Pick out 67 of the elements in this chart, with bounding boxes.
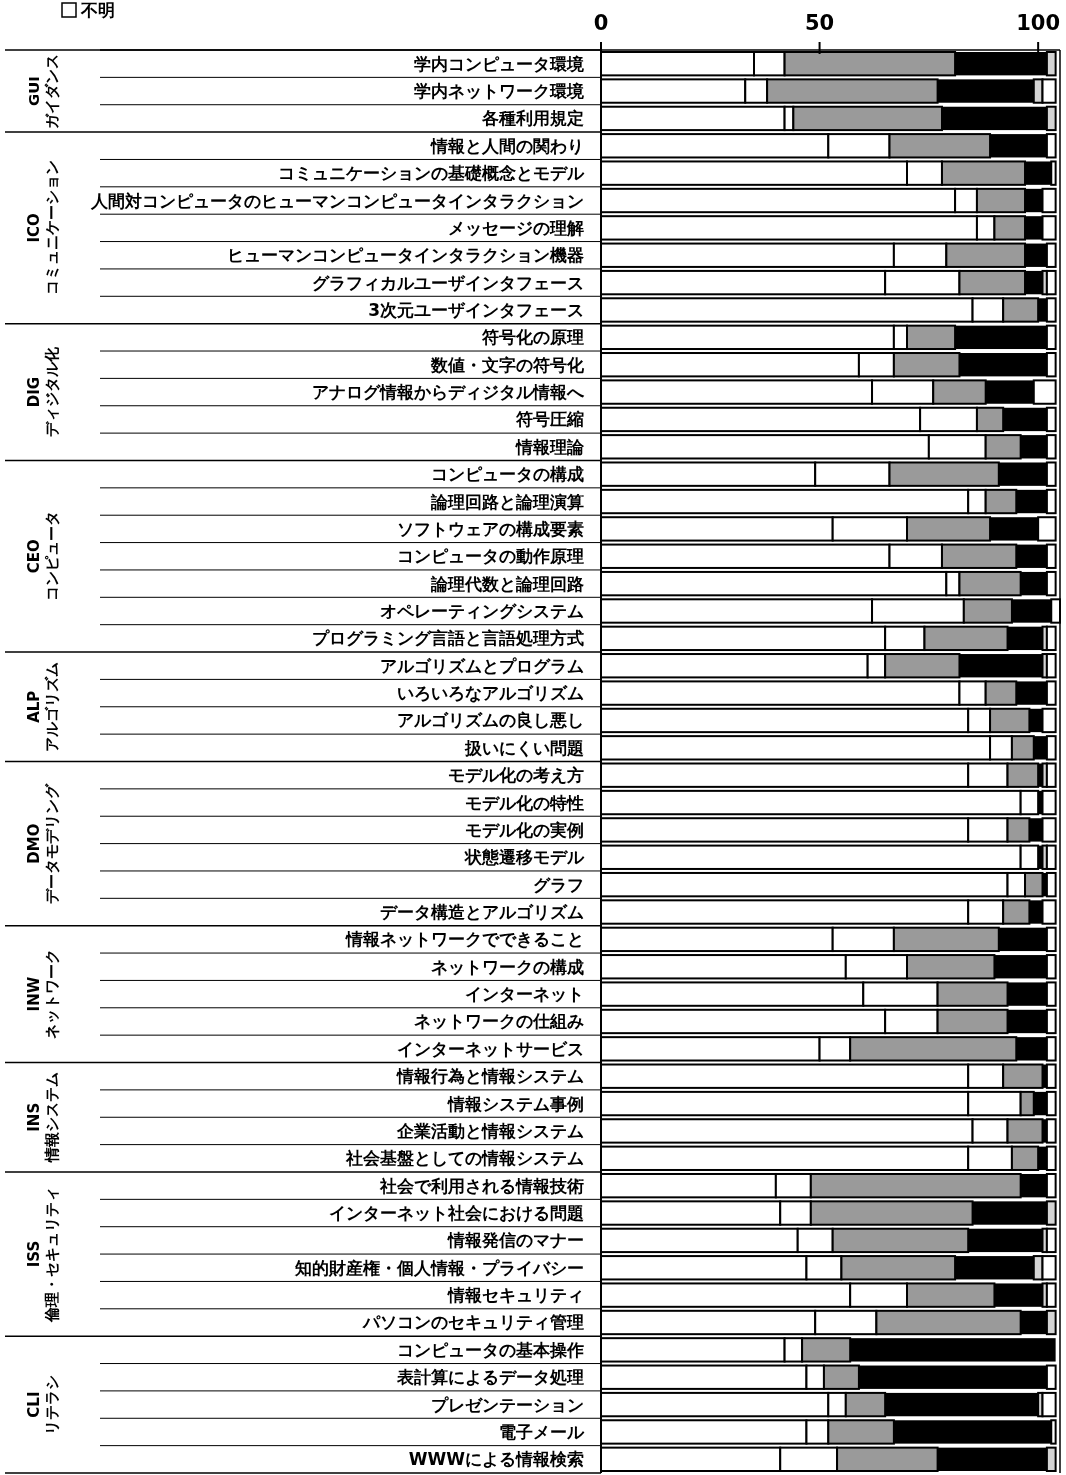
y-tick-label: コンピュータの基本操作 (397, 1339, 584, 1360)
y-tick-label: WWWによる情報検索 (408, 1449, 584, 1470)
y-tick-label: モデル化の実例 (465, 819, 584, 840)
y-tick-label: アルゴリズムとプログラム (380, 655, 584, 676)
text: CLI リテラシ (25, 1374, 61, 1435)
y-tick-label: 人間対コンピュータのヒューマンコンピュータインタラクション (90, 190, 584, 211)
y-tick-label: ソフトウェアの構成要素 (397, 518, 584, 539)
y-tick-label: モデル化の考え方 (448, 765, 584, 786)
legend: 不明 (61, 0, 115, 20)
y-tick-label: 情報行為と情報システム (396, 1066, 584, 1087)
y-tick-label: モデル化の特性 (465, 792, 584, 813)
y-tick-label: データ構造とアルゴリズム (380, 902, 584, 923)
y-tick-label: いろいろなアルゴリズム (397, 683, 584, 704)
x-tick-label: 0 (593, 11, 609, 35)
y-tick-label: 論理代数と論理回路 (430, 573, 584, 594)
y-tick-label: 扱いにくい問題 (464, 737, 584, 758)
y-tick-label: 情報と人間の関わり (430, 135, 584, 156)
y-tick-label: 符号化の原理 (481, 327, 584, 348)
y-tick-label: 企業活動と情報システム (396, 1120, 584, 1141)
y-tick-label: コンピュータの動作原理 (397, 546, 584, 567)
y-tick-label: コミュニケーションの基礎概念とモデル (278, 163, 585, 184)
y-tick-label: 学内ネットワーク環境 (414, 81, 584, 102)
y-tick-label: グラフ (533, 874, 584, 895)
text: ALP アルゴリズム (25, 661, 61, 752)
text: GUI ガイダンス (25, 53, 60, 129)
y-tick-label: プレゼンテーション (431, 1394, 584, 1415)
y-tick-label: グラフィカルユーザインタフェース (312, 272, 584, 293)
y-tick-label: 情報セキュリティ (447, 1285, 584, 1306)
y-tick-label: 情報システム事例 (447, 1093, 584, 1114)
y-tick-label: ヒューマンコンピュータインタラクション機器 (227, 245, 584, 266)
y-tick-label: 論理回路と論理演算 (430, 491, 584, 512)
y-tick-label: オペレーティングシステム (380, 600, 584, 621)
y-tick-label: 電子メール (499, 1421, 585, 1442)
x-tick-label: 100 (1016, 11, 1061, 35)
y-tick-label: 知的財産権・個人情報・プライバシー (294, 1257, 584, 1278)
y-tick-label: 社会で利用される情報技術 (379, 1175, 584, 1196)
y-tick-label: 情報理論 (515, 436, 585, 457)
y-tick-label: ネットワークの構成 (431, 956, 584, 977)
y-tick-label: 情報発信のマナー (447, 1230, 584, 1251)
y-tick-label: 数値・文字の符号化 (430, 354, 585, 375)
y-tick-label: メッセージの理解 (448, 217, 584, 238)
y-tick-label: インターネット社会における問題 (329, 1203, 584, 1224)
legend-label: 不明 (80, 0, 115, 20)
y-tick-label: 3次元ユーザインタフェース (368, 299, 584, 320)
text: ICO コミュニケーション (25, 160, 61, 296)
y-tick-label: インターネット (465, 984, 584, 1005)
text: DIG ディジタル化 (25, 346, 61, 438)
y-tick-label: 表計算によるデータ処理 (396, 1367, 584, 1388)
y-tick-label: 学内コンピュータ環境 (414, 53, 584, 74)
y-tick-label: アルゴリズムの良し悪し (397, 710, 584, 731)
y-tick-label: インターネットサービス (397, 1038, 584, 1059)
y-tick-label: アナログ情報からディジタル情報へ (312, 382, 585, 403)
text: INS 情報システム (25, 1072, 61, 1164)
text: DMO データモデリング (25, 782, 61, 904)
y-tick-label: 状態遷移モデル (464, 847, 585, 868)
text: ISS 倫理・セキュリティ (25, 1186, 61, 1323)
y-tick-label: パソコンのセキュリティ管理 (362, 1312, 584, 1333)
y-tick-label: プログラミング言語と言語処理方式 (312, 628, 584, 649)
x-tick-label: 50 (804, 11, 835, 35)
y-tick-label: 符号圧縮 (515, 409, 584, 430)
y-tick-label: 社会基盤としての情報システム (345, 1148, 584, 1169)
text: INW ネットワーク (25, 949, 61, 1040)
text: CEO コンピュータ (25, 511, 61, 602)
y-tick-label: 情報ネットワークでできること (345, 929, 584, 950)
y-tick-label: ネットワークの仕組み (414, 1011, 584, 1032)
y-tick-label: 各種利用規定 (481, 108, 584, 129)
y-tick-label: コンピュータの構成 (431, 464, 584, 485)
